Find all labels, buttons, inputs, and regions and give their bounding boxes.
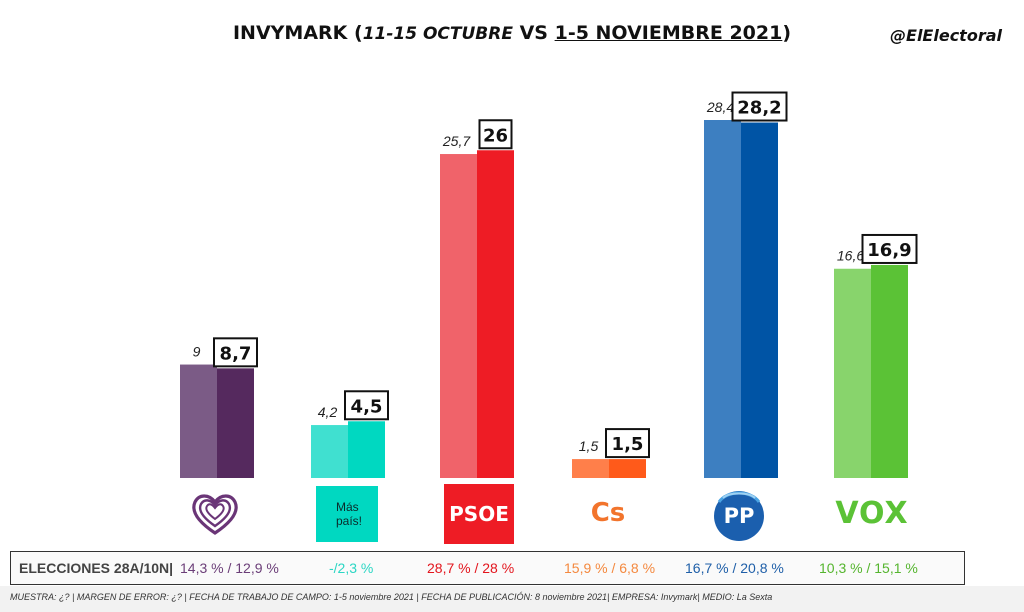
result-vox: 10,3 % / 15,1 %: [819, 560, 918, 576]
label-new-1: 4,5: [351, 396, 383, 417]
bar-new-1: [348, 421, 385, 478]
label-old-1: 4,2: [318, 404, 338, 420]
label-new-2: 26: [483, 125, 508, 146]
election-results-label: ELECCIONES 28A/10N|: [19, 560, 174, 576]
pp-logo-text: PP: [723, 504, 755, 528]
pp-logo-icon: [714, 491, 764, 541]
label-old-0: 9: [193, 344, 201, 360]
mas-pais-logo: Más país!: [316, 486, 378, 542]
psoe-logo: PSOE: [444, 484, 514, 544]
result-unidas-podemos: 14,3 % / 12,9 %: [180, 560, 279, 576]
label-box-new-1: [344, 390, 389, 421]
vox-logo-text: VOX: [835, 495, 909, 531]
bar-new-5: [871, 264, 908, 478]
label-box-new-0: [213, 337, 258, 368]
label-old-4: 28,4: [706, 99, 734, 115]
label-new-0: 8,7: [220, 343, 252, 364]
bar-old-4: [704, 120, 741, 478]
title-suffix: ): [782, 22, 792, 44]
chart-title: INVYMARK (11-15 OCTUBRE VS 1-5 NOVIEMBRE…: [0, 22, 1024, 44]
title-vs: VS: [512, 22, 555, 44]
label-box-new-2: [478, 119, 513, 150]
vox-logo: VOX: [834, 484, 910, 542]
election-results-row: ELECCIONES 28A/10N| 14,3 % / 12,9 % -/2,…: [10, 551, 965, 585]
bar-old-1: [311, 425, 348, 478]
bar-old-2: [440, 154, 477, 478]
result-mas-pais: -/2,3 %: [329, 560, 374, 576]
bar-old-5: [834, 268, 871, 478]
pp-logo: PP: [708, 486, 770, 542]
label-old-5: 16,6: [837, 248, 864, 264]
psoe-logo-text: PSOE: [449, 502, 509, 526]
result-cs: 15,9 % / 6,8 %: [564, 560, 656, 576]
label-new-3: 1,5: [612, 434, 644, 455]
label-box-new-3: [605, 428, 650, 459]
footnote: MUESTRA: ¿? | MARGEN DE ERROR: ¿? | FECH…: [10, 592, 773, 602]
label-old-2: 25,7: [442, 133, 471, 149]
bar-new-2: [477, 150, 514, 478]
title-prefix: INVYMARK (: [232, 22, 363, 44]
bar-old-3: [572, 459, 609, 478]
cs-logo-text: Cs: [590, 498, 626, 528]
unidas-podemos-logo-icon: [185, 484, 245, 542]
label-box-new-4: [731, 91, 788, 122]
bar-new-3: [609, 459, 646, 478]
label-new-5: 16,9: [867, 240, 911, 261]
bar-new-4: [741, 122, 778, 479]
cs-logo: Cs: [578, 484, 638, 542]
source-handle: @ElElectoral: [890, 26, 1002, 45]
title-new-period: 1-5 NOVIEMBRE 2021: [554, 22, 783, 44]
footnote-background: [0, 586, 1024, 612]
bar-new-0: [217, 368, 254, 478]
mas-pais-logo-line2: país!: [335, 514, 362, 528]
bar-old-0: [180, 364, 217, 478]
title-old-period: 11-15 OCTUBRE: [362, 24, 513, 44]
result-psoe: 28,7 % / 28 %: [427, 560, 515, 576]
label-new-4: 28,2: [737, 98, 781, 119]
label-old-3: 1,5: [579, 438, 599, 454]
result-pp: 16,7 % / 20,8 %: [685, 560, 784, 576]
mas-pais-logo-line1: Más: [335, 500, 359, 514]
label-box-new-5: [861, 233, 918, 264]
